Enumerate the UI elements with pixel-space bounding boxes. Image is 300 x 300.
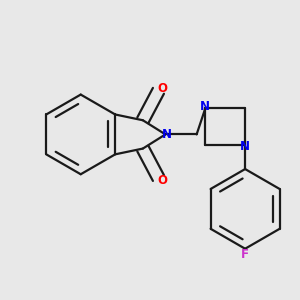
Text: O: O [158, 174, 168, 187]
Text: N: N [162, 128, 172, 141]
Text: F: F [241, 248, 249, 262]
Text: N: N [200, 100, 210, 113]
Text: O: O [158, 82, 168, 94]
Text: N: N [240, 140, 250, 153]
